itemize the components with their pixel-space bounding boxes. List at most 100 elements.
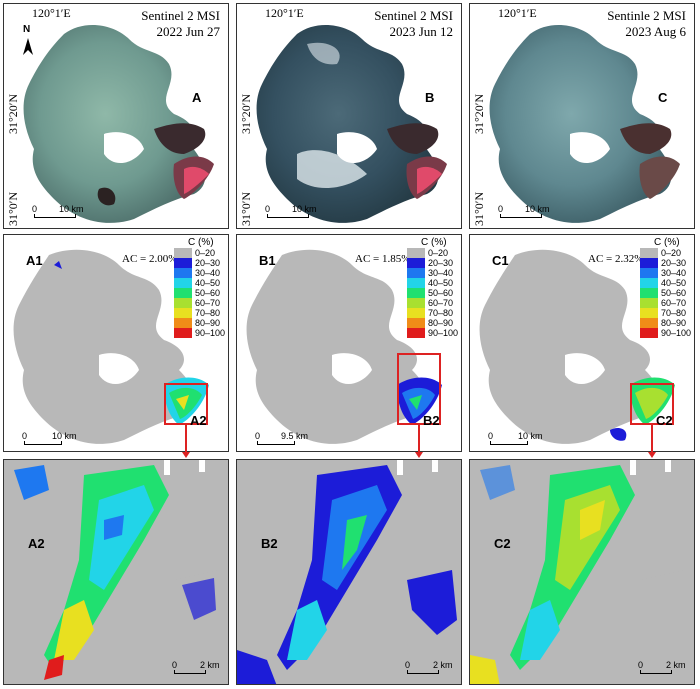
inset-arrow <box>418 424 420 452</box>
inset-label: A2 <box>190 413 207 428</box>
north-arrow-label: N <box>23 24 31 35</box>
legend-item: 0–20 <box>195 248 216 258</box>
panel-c: 120°1′E Sentinle 2 MSI 2023 Aug 6 31°20′… <box>469 3 695 229</box>
legend-item: 0–20 <box>428 248 449 258</box>
scale-bar-zero: 0 <box>498 204 504 214</box>
panel-a: 120°1′E Sentinel 2 MSI 2022 Jun 27 31°20… <box>3 3 229 229</box>
legend-item: 90–100 <box>195 328 226 338</box>
scale-bar-zero: 0 <box>638 660 644 670</box>
panel-id-label: C <box>658 90 668 105</box>
scale-bar-length: 10 km <box>52 431 77 441</box>
scale-bar-zero: 0 <box>172 660 178 670</box>
scale-bar <box>490 441 528 445</box>
scale-bar <box>174 670 206 674</box>
sensor-label: Sentinle 2 MSI <box>607 8 686 23</box>
legend-a1: C (%) 0–20 20–30 30–40 40–50 50–60 60–70… <box>174 237 225 338</box>
scale-bar <box>407 670 439 674</box>
panel-id-label: B <box>425 90 435 105</box>
date-label: 2023 Jun 12 <box>389 24 453 39</box>
legend-item: 60–70 <box>661 298 687 308</box>
scale-bar-zero: 0 <box>488 431 494 441</box>
legend-item: 70–80 <box>428 308 454 318</box>
zoomed-map-c2 <box>470 460 694 684</box>
scale-bar-length: 10 km <box>292 204 317 214</box>
scale-bar <box>257 441 295 445</box>
legend-b1: C (%) 0–20 20–30 30–40 40–50 50–60 60–70… <box>407 237 458 338</box>
sensor-label: Sentinel 2 MSI <box>374 8 453 23</box>
satellite-image-c <box>489 24 680 223</box>
legend-item: 70–80 <box>661 308 687 318</box>
inset-arrow <box>651 424 653 452</box>
area-coverage-label: AC = 2.00% <box>122 253 178 265</box>
legend-item: 20–30 <box>195 258 221 268</box>
latitude-label-upper: 31°20′N <box>239 93 253 134</box>
sensor-label: Sentinel 2 MSI <box>141 8 220 23</box>
scale-bar <box>500 214 542 218</box>
coverage-map-c1 <box>479 249 675 444</box>
legend-item: 30–40 <box>428 268 454 278</box>
panel-id-label: B2 <box>261 536 278 551</box>
scale-bar-length: 10 km <box>518 431 543 441</box>
legend-item: 20–30 <box>661 258 687 268</box>
scale-bar-length: 10 km <box>59 204 84 214</box>
panel-id-label: B1 <box>259 253 276 268</box>
arrowhead-icon <box>648 452 656 458</box>
legend-item: 20–30 <box>428 258 454 268</box>
legend-item: 50–60 <box>661 288 687 298</box>
legend-item: 70–80 <box>195 308 221 318</box>
legend-title: C (%) <box>188 237 214 248</box>
latitude-label-lower: 31°0′N <box>472 191 486 226</box>
panel-c2: C2 0 2 km <box>469 459 695 685</box>
panel-b1: B1 AC = 1.85% B2 0 9.5 km <box>236 234 462 452</box>
arrowhead-icon <box>182 452 190 458</box>
scale-bar-zero: 0 <box>22 431 28 441</box>
latitude-label-upper: 31°20′N <box>472 93 486 134</box>
panel-a2: A2 0 2 km <box>3 459 229 685</box>
coverage-map-b1 <box>246 249 442 444</box>
legend-item: 80–90 <box>195 318 221 328</box>
scale-bar-zero: 0 <box>255 431 261 441</box>
scale-bar <box>267 214 309 218</box>
date-label: 2023 Aug 6 <box>625 24 686 39</box>
scale-bar <box>640 670 672 674</box>
scale-bar-length: 2 km <box>433 660 453 670</box>
legend-c1: C (%) 0–20 20–30 30–40 40–50 50–60 60–70… <box>640 237 691 338</box>
satellite-image-a <box>23 24 214 223</box>
panel-id-label: C1 <box>492 253 509 268</box>
legend-item: 90–100 <box>661 328 692 338</box>
panel-id-label: C2 <box>494 536 511 551</box>
legend-item: 60–70 <box>428 298 454 308</box>
panel-b: 120°1′E Sentinel 2 MSI 2023 Jun 12 31°20… <box>236 3 462 229</box>
arrowhead-icon <box>415 452 423 458</box>
longitude-label: 120°1′E <box>265 6 304 20</box>
scale-bar <box>24 441 62 445</box>
legend-item: 50–60 <box>428 288 454 298</box>
area-coverage-label: AC = 2.32% <box>588 253 644 265</box>
legend-item: 30–40 <box>661 268 687 278</box>
panel-id-label: A1 <box>26 253 43 268</box>
legend-item: 50–60 <box>195 288 221 298</box>
legend-item: 80–90 <box>428 318 454 328</box>
latitude-label-upper: 31°20′N <box>6 93 20 134</box>
scale-bar-length: 2 km <box>666 660 686 670</box>
inset-label: B2 <box>423 413 440 428</box>
panel-a1: A1 AC = 2.00% A2 0 10 km <box>3 234 229 452</box>
scale-bar-zero: 0 <box>32 204 38 214</box>
scale-bar-zero: 0 <box>405 660 411 670</box>
zoomed-map-a2 <box>4 460 228 684</box>
panel-id-label: A2 <box>28 536 45 551</box>
legend-item: 40–50 <box>195 278 221 288</box>
longitude-label: 120°1′E <box>32 6 71 20</box>
panel-id-label: A <box>192 90 202 105</box>
satellite-image-b <box>256 24 447 223</box>
coverage-map-a1 <box>13 249 209 444</box>
legend-item: 90–100 <box>428 328 459 338</box>
inset-label: C2 <box>656 413 673 428</box>
panel-b2: B2 0 2 km <box>236 459 462 685</box>
north-arrow-icon <box>23 38 33 55</box>
legend-item: 40–50 <box>428 278 454 288</box>
legend-item: 40–50 <box>661 278 687 288</box>
legend-item: 80–90 <box>661 318 687 328</box>
scale-bar <box>34 214 76 218</box>
legend-item: 60–70 <box>195 298 221 308</box>
